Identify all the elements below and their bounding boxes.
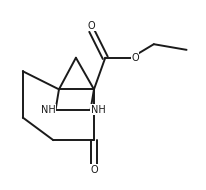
Text: NH: NH — [41, 105, 56, 115]
Text: O: O — [90, 165, 98, 175]
Text: O: O — [131, 53, 139, 63]
Text: NH: NH — [91, 105, 105, 115]
Text: O: O — [88, 21, 96, 31]
